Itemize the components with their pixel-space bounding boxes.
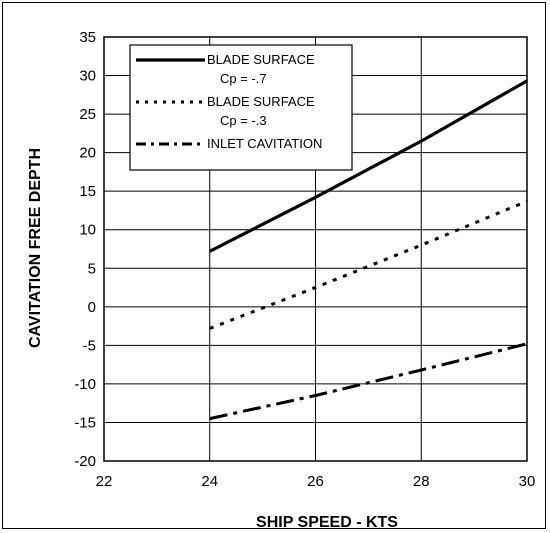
y-tick-label: 25 <box>79 106 96 123</box>
x-tick-label: 26 <box>307 473 324 490</box>
y-tick-label: 10 <box>79 222 96 239</box>
x-tick-label: 28 <box>413 473 430 490</box>
legend-label-2: BLADE SURFACE <box>207 94 315 109</box>
y-tick-label: -15 <box>74 414 96 431</box>
y-tick-label: 20 <box>79 145 96 162</box>
y-tick-label: 30 <box>79 68 96 85</box>
y-tick-label: -10 <box>74 376 96 393</box>
series-line-2 <box>209 199 528 330</box>
x-tick-label: 30 <box>519 473 536 490</box>
legend-sublabel-1: Cp = -.7 <box>220 71 267 86</box>
x-tick-label: 24 <box>201 473 218 490</box>
tick-labels: -20 -15 -10 -5 0 5 10 15 20 25 30 35 22 24 26 28 30 <box>74 29 535 490</box>
y-tick-label: -20 <box>74 453 96 470</box>
series-lines <box>209 79 528 421</box>
legend-box <box>129 44 353 171</box>
series-line-1 <box>209 79 528 253</box>
x-tick-label: 22 <box>96 473 113 490</box>
y-tick-label: 15 <box>79 183 96 200</box>
y-tick-label: 5 <box>88 260 96 277</box>
legend-label-1: BLADE SURFACE <box>207 52 315 67</box>
y-tick-label: 0 <box>88 299 96 316</box>
y-axis-title: CAVITATION FREE DEPTH <box>27 148 44 348</box>
legend: BLADE SURFACE Cp = -.7 BLADE SURFACE Cp = -… <box>129 44 353 171</box>
series-line-3 <box>209 342 528 421</box>
y-tick-label: 35 <box>79 29 96 46</box>
x-axis-title: SHIP SPEED - KTS <box>256 514 398 531</box>
y-tick-label: -5 <box>83 337 96 354</box>
plot-area-border <box>103 36 528 462</box>
legend-sublabel-2: Cp = -.3 <box>220 113 267 128</box>
legend-label-3: INLET CAVITATION <box>207 136 322 151</box>
